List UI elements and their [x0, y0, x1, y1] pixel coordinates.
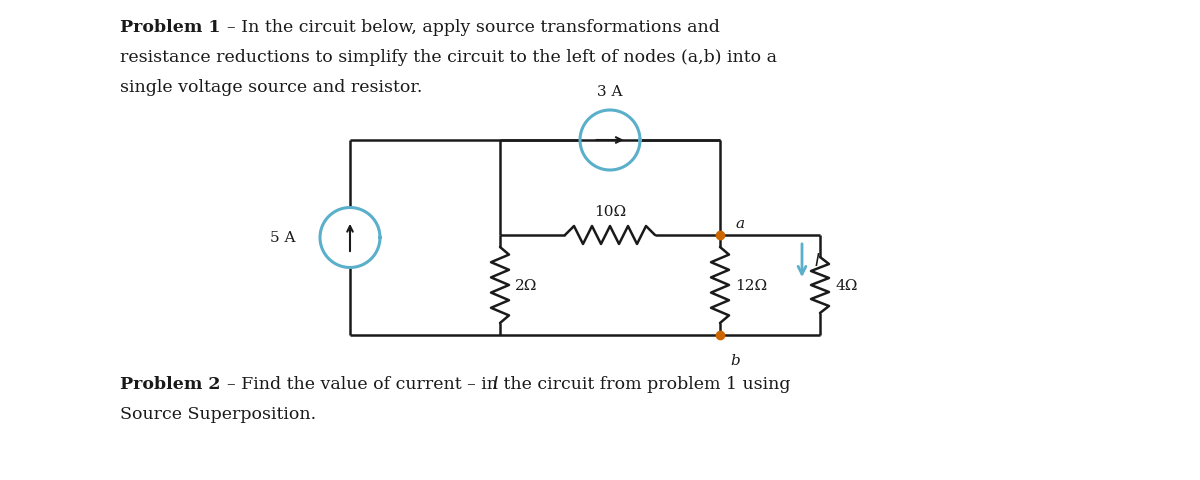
Text: – Find the value of current – in the circuit from problem 1 using: – Find the value of current – in the cir… — [227, 375, 791, 392]
Text: resistance reductions to simplify the circuit to the left of nodes (a,b) into a: resistance reductions to simplify the ci… — [120, 49, 778, 66]
Text: $I$: $I$ — [814, 252, 821, 269]
Text: $I$: $I$ — [492, 375, 499, 392]
Text: 4Ω: 4Ω — [835, 278, 857, 292]
Text: 2Ω: 2Ω — [515, 278, 538, 292]
Text: Problem 2: Problem 2 — [120, 375, 221, 392]
Text: b: b — [730, 353, 739, 367]
Text: a: a — [734, 216, 744, 230]
Text: 5 A: 5 A — [270, 231, 295, 245]
Text: 3 A: 3 A — [598, 85, 623, 99]
Text: – In the circuit below, apply source transformations and: – In the circuit below, apply source tra… — [227, 19, 720, 36]
Text: 10Ω: 10Ω — [594, 204, 626, 218]
Text: Problem 1: Problem 1 — [120, 19, 221, 36]
Text: single voltage source and resistor.: single voltage source and resistor. — [120, 79, 422, 96]
Text: 12Ω: 12Ω — [734, 278, 767, 292]
Text: Source Superposition.: Source Superposition. — [120, 405, 316, 422]
